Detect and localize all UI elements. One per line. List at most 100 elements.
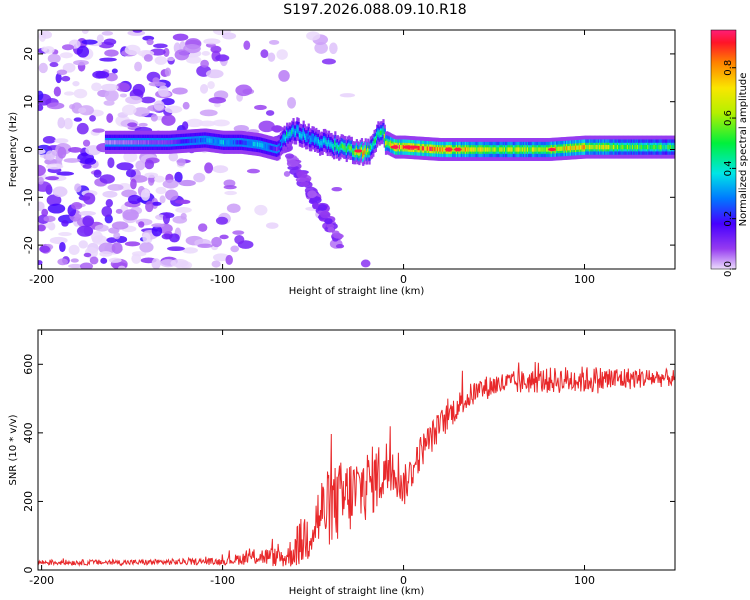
noise-blob bbox=[151, 223, 165, 228]
ridge-segment bbox=[465, 147, 469, 152]
noise-blob bbox=[72, 81, 80, 87]
noise-blob bbox=[93, 169, 102, 178]
ridge-segment bbox=[624, 144, 627, 150]
ridge-segment bbox=[354, 150, 357, 156]
ridge-segment bbox=[120, 140, 123, 145]
ridge-segment bbox=[672, 144, 675, 150]
ridge-segment bbox=[493, 147, 497, 152]
noise-blob bbox=[232, 230, 245, 235]
ridge-segment bbox=[373, 139, 376, 144]
ridge-segment bbox=[137, 140, 141, 145]
hot-spot bbox=[410, 145, 419, 149]
ridge-segment bbox=[482, 147, 485, 152]
ridge-segment bbox=[339, 145, 342, 150]
ridge-segment bbox=[507, 147, 510, 152]
noise-blob bbox=[246, 168, 260, 174]
noise-blob bbox=[59, 241, 66, 253]
ridge-segment bbox=[296, 126, 299, 131]
ridge-segment bbox=[616, 144, 619, 150]
ridge-segment bbox=[557, 146, 560, 152]
hot-spot bbox=[390, 145, 399, 149]
y-axis-label: SNR (10 * v/v) bbox=[8, 414, 19, 485]
ridge-segment bbox=[350, 146, 353, 151]
ridge-segment bbox=[217, 139, 220, 144]
noise-blob bbox=[91, 231, 103, 243]
ridge-segment bbox=[125, 140, 128, 145]
ridge-segment bbox=[635, 144, 638, 150]
ridge-segment bbox=[386, 140, 389, 145]
ridge-segment bbox=[308, 137, 312, 142]
ridge-segment bbox=[655, 144, 659, 150]
streak-blob bbox=[271, 125, 283, 133]
ridge-segment bbox=[136, 140, 139, 145]
noise-blob bbox=[74, 183, 82, 193]
noise-blob bbox=[63, 117, 73, 130]
noise-blob bbox=[154, 56, 168, 65]
ridge-segment bbox=[340, 143, 343, 148]
noise-blob bbox=[68, 244, 80, 255]
ridge-segment bbox=[606, 144, 609, 150]
ridge-segment bbox=[495, 147, 498, 152]
ridge-segment bbox=[431, 146, 434, 152]
ridge-segment bbox=[460, 147, 464, 152]
noise-blob bbox=[98, 242, 116, 255]
noise-blob bbox=[132, 107, 150, 117]
noise-blob bbox=[254, 204, 268, 216]
ridge-segment bbox=[479, 147, 483, 152]
ridge-segment bbox=[164, 140, 167, 145]
ridge-segment bbox=[617, 144, 621, 150]
noise-blob bbox=[46, 194, 62, 206]
noise-blob bbox=[164, 67, 172, 77]
ridge-segment bbox=[481, 147, 484, 152]
ridge-segment bbox=[468, 147, 471, 152]
x-axis-label: Height of straight line (km) bbox=[289, 286, 425, 297]
ridge-segment bbox=[131, 140, 134, 145]
ridge-segment bbox=[463, 147, 466, 152]
ridge-segment bbox=[587, 144, 590, 150]
noise-blob bbox=[221, 32, 237, 40]
ridge-segment bbox=[336, 144, 339, 149]
streak-blob bbox=[307, 190, 317, 199]
ridge-segment bbox=[215, 139, 218, 144]
ridge-segment bbox=[586, 144, 589, 150]
noise-blob bbox=[132, 30, 143, 33]
noise-blob bbox=[139, 242, 154, 253]
ridge-segment bbox=[186, 139, 189, 144]
noise-blob bbox=[38, 164, 46, 177]
noise-blob bbox=[106, 237, 118, 243]
ridge-segment bbox=[434, 146, 437, 152]
ridge-segment bbox=[597, 144, 600, 150]
ridge-segment bbox=[182, 139, 185, 144]
ridge-segment bbox=[555, 146, 559, 152]
ridge-segment bbox=[524, 147, 527, 152]
ridge-segment bbox=[667, 144, 670, 150]
streak-blob bbox=[333, 233, 344, 239]
ridge-segment bbox=[588, 144, 592, 150]
ridge-segment bbox=[183, 139, 186, 144]
ridge-segment bbox=[369, 145, 372, 150]
ridge-segment bbox=[578, 145, 581, 150]
ridge-segment bbox=[188, 138, 191, 144]
noise-blob bbox=[219, 234, 229, 240]
ridge-segment bbox=[170, 140, 174, 145]
ridge-segment bbox=[203, 137, 206, 143]
ridge-segment bbox=[526, 147, 529, 152]
ridge-segment bbox=[628, 144, 631, 150]
noise-blob bbox=[38, 176, 44, 185]
ridge-segment bbox=[194, 138, 198, 143]
ridge-segment bbox=[401, 144, 404, 150]
ridge-segment bbox=[319, 142, 322, 147]
ridge-segment bbox=[155, 140, 158, 145]
noise-blob bbox=[223, 179, 236, 188]
ridge-segment bbox=[505, 147, 508, 152]
ridge-segment bbox=[668, 144, 671, 150]
noise-blob bbox=[41, 46, 48, 52]
noise-blob bbox=[73, 60, 89, 66]
hot-spot bbox=[444, 147, 453, 152]
ridge-segment bbox=[122, 140, 125, 145]
ridge-segment bbox=[216, 139, 219, 144]
ridge-segment bbox=[306, 135, 309, 140]
noise-blob bbox=[268, 39, 280, 45]
ridge-segment bbox=[531, 147, 535, 152]
ridge-segment bbox=[192, 138, 195, 143]
